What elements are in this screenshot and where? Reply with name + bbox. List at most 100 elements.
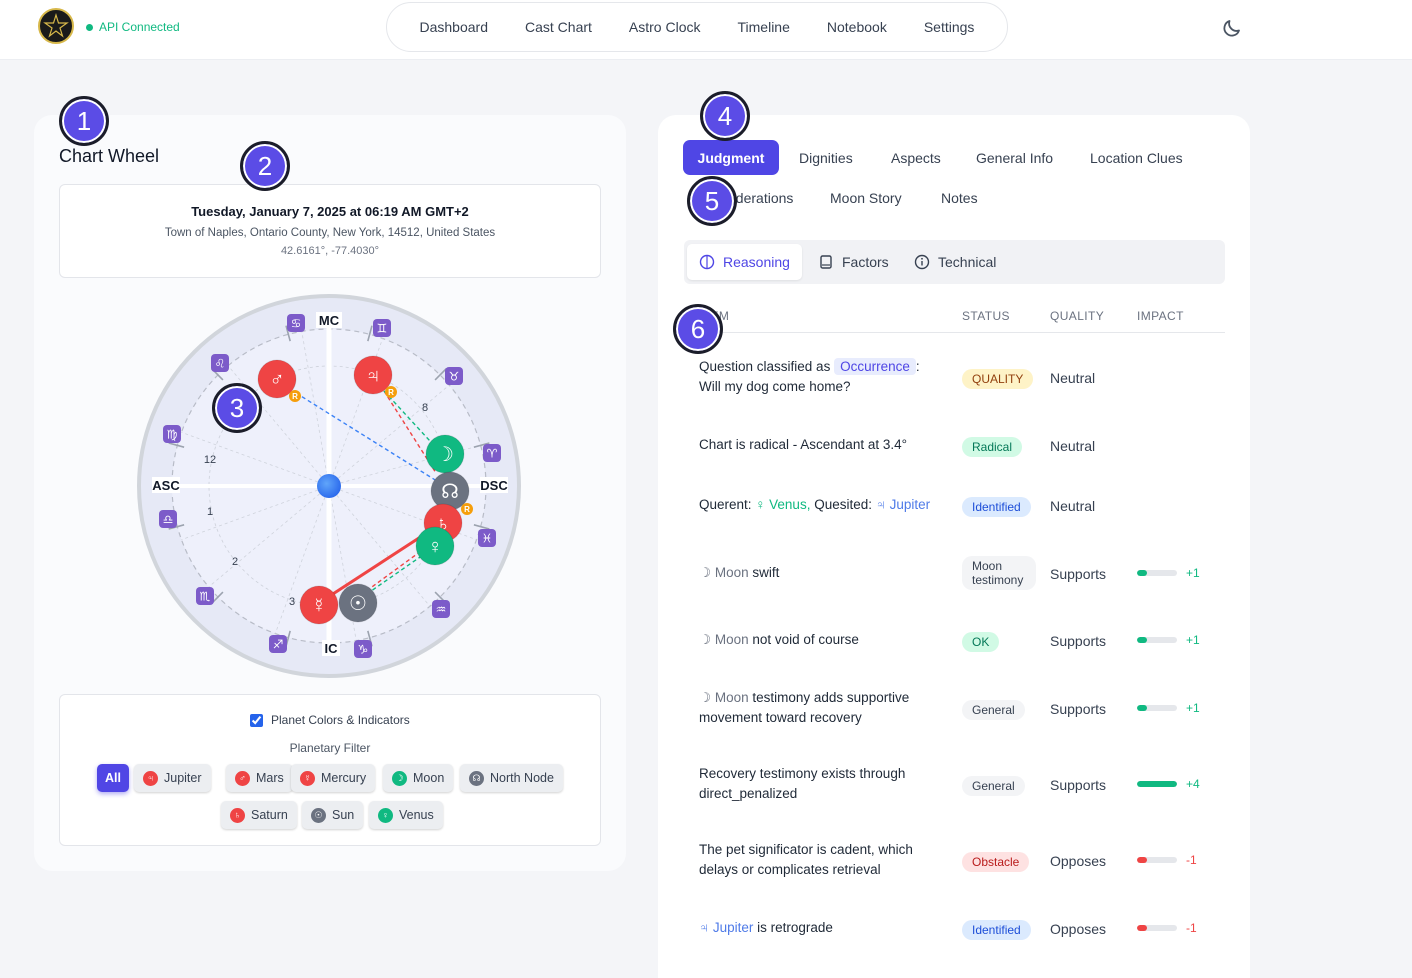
zodiac-badge: [211, 354, 229, 372]
nav-timeline[interactable]: Timeline: [737, 19, 790, 35]
planet-mercury-icon[interactable]: ☿: [299, 585, 339, 625]
app-logo[interactable]: [38, 8, 74, 44]
planet-moon-icon[interactable]: ☽: [425, 434, 465, 474]
planet-mars-icon[interactable]: ♂R: [257, 359, 301, 402]
zodiac-sign-icon: ♎: [159, 510, 177, 528]
house-number: 1: [207, 506, 213, 518]
impact-value: -1: [1186, 853, 1197, 867]
planet-icon: ☉: [311, 807, 326, 823]
planet-disc: [338, 583, 378, 623]
zodiac-glyph: ♐: [273, 638, 284, 652]
zodiac-sign-icon: ♏: [196, 587, 214, 605]
tick-mark: [473, 442, 490, 448]
filter-chip-north-node[interactable]: ☊ North Node: [460, 764, 563, 792]
zodiac-sign-icon: ♋: [287, 314, 305, 332]
retrograde-badge: [461, 503, 473, 515]
table-row-item: ☽ Moon testimony adds supportive movemen…: [699, 688, 934, 728]
impact-bar: [1137, 705, 1177, 711]
chart-wheel[interactable]: ♋ ♊♉♈♓♒♑♐♏♎♍♌ MC IC ASC DSC 12 1 2 3 8 ♂R…: [136, 293, 522, 679]
moon-ref: ☽ Moon: [699, 690, 749, 705]
zodiac-sign-icon: ♈: [483, 444, 501, 462]
filter-chip-sun[interactable]: ☉ Sun: [302, 801, 364, 829]
nav-notebook[interactable]: Notebook: [826, 19, 887, 35]
callout-marker: 4: [700, 91, 750, 141]
quality-value: Supports: [1050, 633, 1107, 649]
row-text: testimony adds supportive movement towar…: [699, 690, 910, 725]
zodiac-glyph: ♓: [482, 532, 493, 546]
house-line: [337, 384, 450, 479]
impact-bar: [1137, 925, 1177, 931]
planet-jupiter-icon[interactable]: ♃R: [353, 355, 397, 398]
filter-chip-saturn[interactable]: ♄ Saturn: [221, 801, 297, 829]
querent-planet: ♀ Venus,: [755, 497, 811, 512]
planet-sun-icon[interactable]: ☉: [338, 583, 378, 623]
tab-dignities[interactable]: Dignities: [799, 150, 853, 166]
house-line: [274, 497, 326, 634]
zodiac-glyph: ♉: [449, 370, 460, 384]
planet-icon: ♃: [143, 770, 158, 786]
zodiac-badge: [432, 600, 450, 618]
table-header-divider: [684, 332, 1225, 333]
tick-mark: [434, 368, 447, 381]
zodiac-badge: [483, 444, 501, 462]
filter-chip-jupiter[interactable]: ♃ Jupiter: [134, 764, 211, 792]
tab-location-clues[interactable]: Location Clues: [1090, 150, 1183, 166]
tab-moon-story[interactable]: Moon Story: [830, 190, 902, 206]
zodiac-glyph: ♒: [436, 603, 447, 617]
nav-astro-clock[interactable]: Astro Clock: [628, 19, 701, 35]
zodiac-sign-icon: ♑: [354, 640, 372, 658]
filter-chip-venus[interactable]: ♀ Venus: [369, 801, 443, 829]
dsc-label: DSC: [480, 478, 508, 493]
house-line: [336, 494, 431, 607]
planet-venus-icon[interactable]: ♀: [415, 526, 455, 566]
zodiac-sign-icon: ♊: [373, 319, 391, 337]
chart-center: [317, 474, 341, 498]
zodiac-badge: [287, 314, 305, 332]
subtab-technical-label: Technical: [938, 254, 997, 270]
zodiac-glyph: ♍: [167, 428, 178, 442]
planet-colors-checkbox[interactable]: [250, 713, 263, 727]
filter-chip-mercury[interactable]: ☿ Mercury: [291, 764, 376, 792]
mc-label: MC: [319, 313, 340, 328]
angle-labels: MC IC ASC DSC: [152, 312, 508, 656]
moon-icon: [1223, 20, 1240, 37]
tab-judgment[interactable]: Judgment: [683, 140, 779, 175]
main-nav: Dashboard Cast Chart Astro Clock Timelin…: [386, 2, 1008, 52]
planet-colors-label: Planet Colors & Indicators: [271, 713, 410, 727]
zodiac-badge: [373, 319, 391, 337]
filter-all-button[interactable]: All: [97, 764, 129, 792]
nav-dashboard[interactable]: Dashboard: [419, 19, 489, 35]
chart-location: Town of Naples, Ontario County, New York…: [164, 227, 496, 239]
planet-glyph: ☉: [349, 593, 367, 615]
nav-cast-chart[interactable]: Cast Chart: [525, 19, 592, 35]
tick-mark: [168, 442, 185, 448]
table-row-item: Question classified as Occurrence: Will …: [699, 357, 939, 397]
filter-chip-label: Mars: [256, 771, 284, 785]
mc-label-bg: [316, 312, 342, 328]
table-row-item: ♃ Jupiter is retrograde: [699, 918, 939, 938]
subtab-factors[interactable]: Factors: [806, 244, 901, 280]
quality-value: Neutral: [1050, 370, 1096, 386]
subtab-reasoning[interactable]: Reasoning: [687, 244, 802, 280]
planet-colors-toggle[interactable]: Planet Colors & Indicators: [250, 713, 410, 727]
status-dot-icon: [86, 23, 93, 31]
book-icon: [820, 255, 832, 269]
jupiter-ref: ♃ Jupiter: [699, 920, 754, 935]
planet-north-node-icon[interactable]: ☊: [430, 471, 470, 511]
filter-chip-moon[interactable]: ☽ Moon: [383, 764, 454, 792]
zodiac-glyph: ♎: [163, 513, 174, 527]
nav-settings[interactable]: Settings: [923, 19, 975, 35]
subtab-technical[interactable]: Technical: [902, 244, 1008, 280]
callout-marker: 2: [240, 141, 290, 191]
tab-aspects[interactable]: Aspects: [891, 150, 941, 166]
tab-notes[interactable]: Notes: [941, 190, 978, 206]
ic-label: IC: [325, 641, 339, 656]
planet-glyph: ♂: [270, 369, 285, 391]
planet-disc: [353, 355, 393, 395]
tab-general-info[interactable]: General Info: [976, 150, 1054, 166]
chart-date: Tuesday, January 7, 2025 at 06:19 AM GMT…: [191, 204, 469, 219]
tick-mark: [367, 325, 373, 342]
theme-toggle-button[interactable]: [1220, 16, 1244, 40]
column-header-status: STATUS: [962, 309, 1010, 323]
filter-chip-mars[interactable]: ♂ Mars: [226, 764, 293, 792]
